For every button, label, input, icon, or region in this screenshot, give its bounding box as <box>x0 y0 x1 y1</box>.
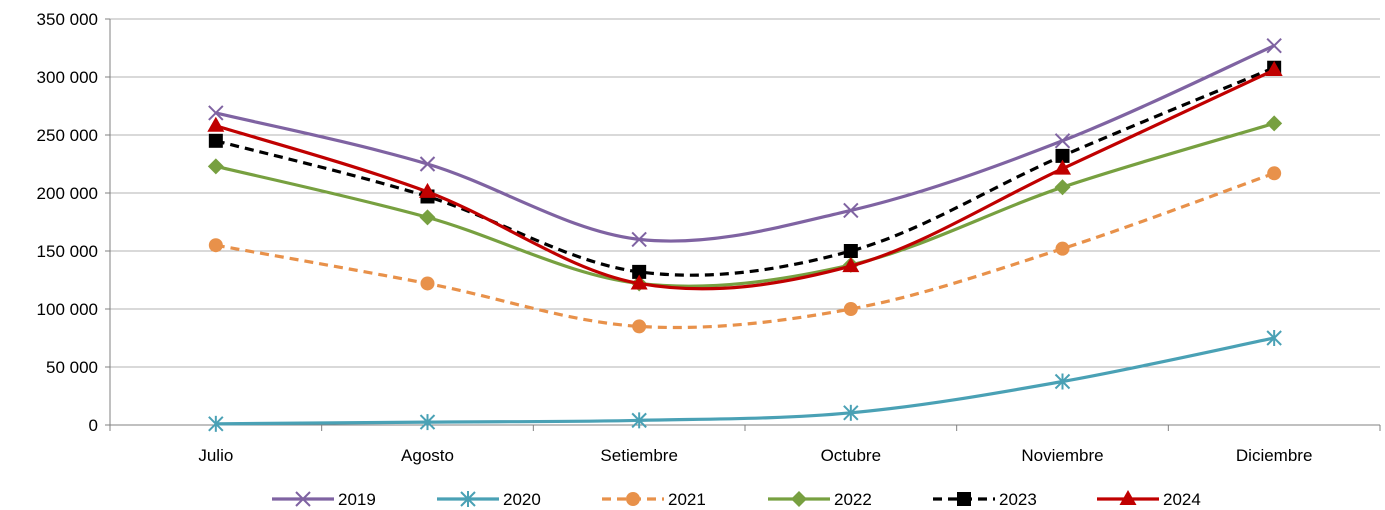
y-tick-label: 100 000 <box>37 300 98 319</box>
data-point-2021 <box>1267 166 1282 181</box>
x-axis-ticks: Julio Agosto Setiembre Octubre Noviembre Dici… <box>109 425 1381 465</box>
series-line-2020 <box>215 336 1275 426</box>
data-point-2024 <box>1054 159 1071 175</box>
x-tick-label: Noviembre <box>1021 446 1103 465</box>
series-2021 <box>208 166 1282 334</box>
y-tick-label: 200 000 <box>37 184 98 203</box>
data-point-2020 <box>1266 330 1282 346</box>
data-point-2021 <box>208 238 223 253</box>
legend-label: 2019 <box>338 490 376 509</box>
y-tick-label: 150 000 <box>37 242 98 261</box>
x-tick-label: Octubre <box>821 446 881 465</box>
gridlines <box>110 18 1380 368</box>
data-point-2022 <box>207 158 224 175</box>
data-point-2020 <box>1054 373 1071 390</box>
data-point-2020 <box>843 404 859 421</box>
series-2024 <box>207 61 1283 291</box>
series-2023 <box>208 60 1282 279</box>
data-point-2022 <box>419 209 436 226</box>
x-tick-label: Julio <box>198 446 233 465</box>
marker-stroke <box>1054 133 1071 149</box>
data-point-2019 <box>1266 37 1282 54</box>
legend-item-2023: 2023 <box>933 490 1037 509</box>
data-point-2023 <box>632 264 647 279</box>
y-tick-label: 250 000 <box>37 126 98 145</box>
data-point-2019 <box>419 156 436 172</box>
legend-swatch-marker <box>957 492 971 506</box>
y-tick-label: 50 000 <box>46 358 98 377</box>
legend-label: 2020 <box>503 490 541 509</box>
marker-stroke <box>843 202 859 219</box>
marker-stroke <box>208 105 224 121</box>
data-point-2020 <box>631 412 647 429</box>
data-point-2019 <box>208 105 224 121</box>
legend-item-2021: 2021 <box>602 490 706 509</box>
series-2020 <box>208 330 1282 432</box>
legend-label: 2021 <box>668 490 706 509</box>
y-tick-label: 0 <box>89 416 98 435</box>
data-point-2022 <box>1266 115 1283 132</box>
x-tick-label: Diciembre <box>1236 446 1313 465</box>
data-point-2023 <box>208 133 223 148</box>
data-point-2021 <box>843 302 858 316</box>
marker-stroke <box>1266 37 1282 54</box>
data-point-2024 <box>1265 61 1283 77</box>
data-point-2024 <box>630 274 648 290</box>
y-axis-ticks: 0 50 000 100 000 150 000 200 000 250 000 300 0… <box>37 10 110 435</box>
data-point-2020 <box>208 415 224 432</box>
marker-stroke <box>419 156 436 172</box>
series-line-2021 <box>215 171 1275 330</box>
legend-label: 2023 <box>999 490 1037 509</box>
legend: 2019 2020 2021 2022 2023 2024 <box>272 490 1201 509</box>
legend-swatch-marker <box>791 491 807 507</box>
data-point-2019 <box>631 231 647 248</box>
data-point-2019 <box>1054 133 1071 149</box>
y-tick-label: 350 000 <box>37 10 98 29</box>
data-point-2024 <box>207 116 225 132</box>
x-tick-label: Setiembre <box>600 446 677 465</box>
x-tick-label: Agosto <box>401 446 454 465</box>
legend-swatch-marker <box>295 491 311 507</box>
legend-item-2024: 2024 <box>1097 490 1201 509</box>
series-line-2024 <box>215 68 1275 291</box>
legend-item-2020: 2020 <box>437 490 541 509</box>
data-point-2019 <box>843 202 859 219</box>
legend-swatch-marker <box>626 492 640 506</box>
series-line-2023 <box>215 66 1275 277</box>
series-line-2019 <box>215 44 1275 243</box>
legend-swatch-marker <box>1119 490 1137 505</box>
series-line-2022 <box>215 121 1275 288</box>
data-point-2021 <box>632 319 647 334</box>
data-point-2021 <box>420 276 435 291</box>
legend-label: 2022 <box>834 490 872 509</box>
legend-label: 2024 <box>1163 490 1201 509</box>
marker-stroke <box>295 491 311 507</box>
legend-item-2022: 2022 <box>768 490 872 509</box>
data-point-2024 <box>419 182 436 198</box>
data-point-2023 <box>843 244 858 258</box>
series-2019 <box>208 37 1282 248</box>
legend-item-2019: 2019 <box>272 490 376 509</box>
series-group <box>207 37 1283 432</box>
data-point-2023 <box>1055 148 1070 163</box>
legend-swatch-marker <box>460 491 476 507</box>
data-point-2024 <box>842 257 860 273</box>
axes <box>109 19 1380 426</box>
y-tick-label: 300 000 <box>37 68 98 87</box>
data-point-2021 <box>1055 241 1070 256</box>
marker-stroke <box>631 231 647 248</box>
data-point-2022 <box>1054 179 1071 196</box>
data-point-2020 <box>419 414 436 431</box>
